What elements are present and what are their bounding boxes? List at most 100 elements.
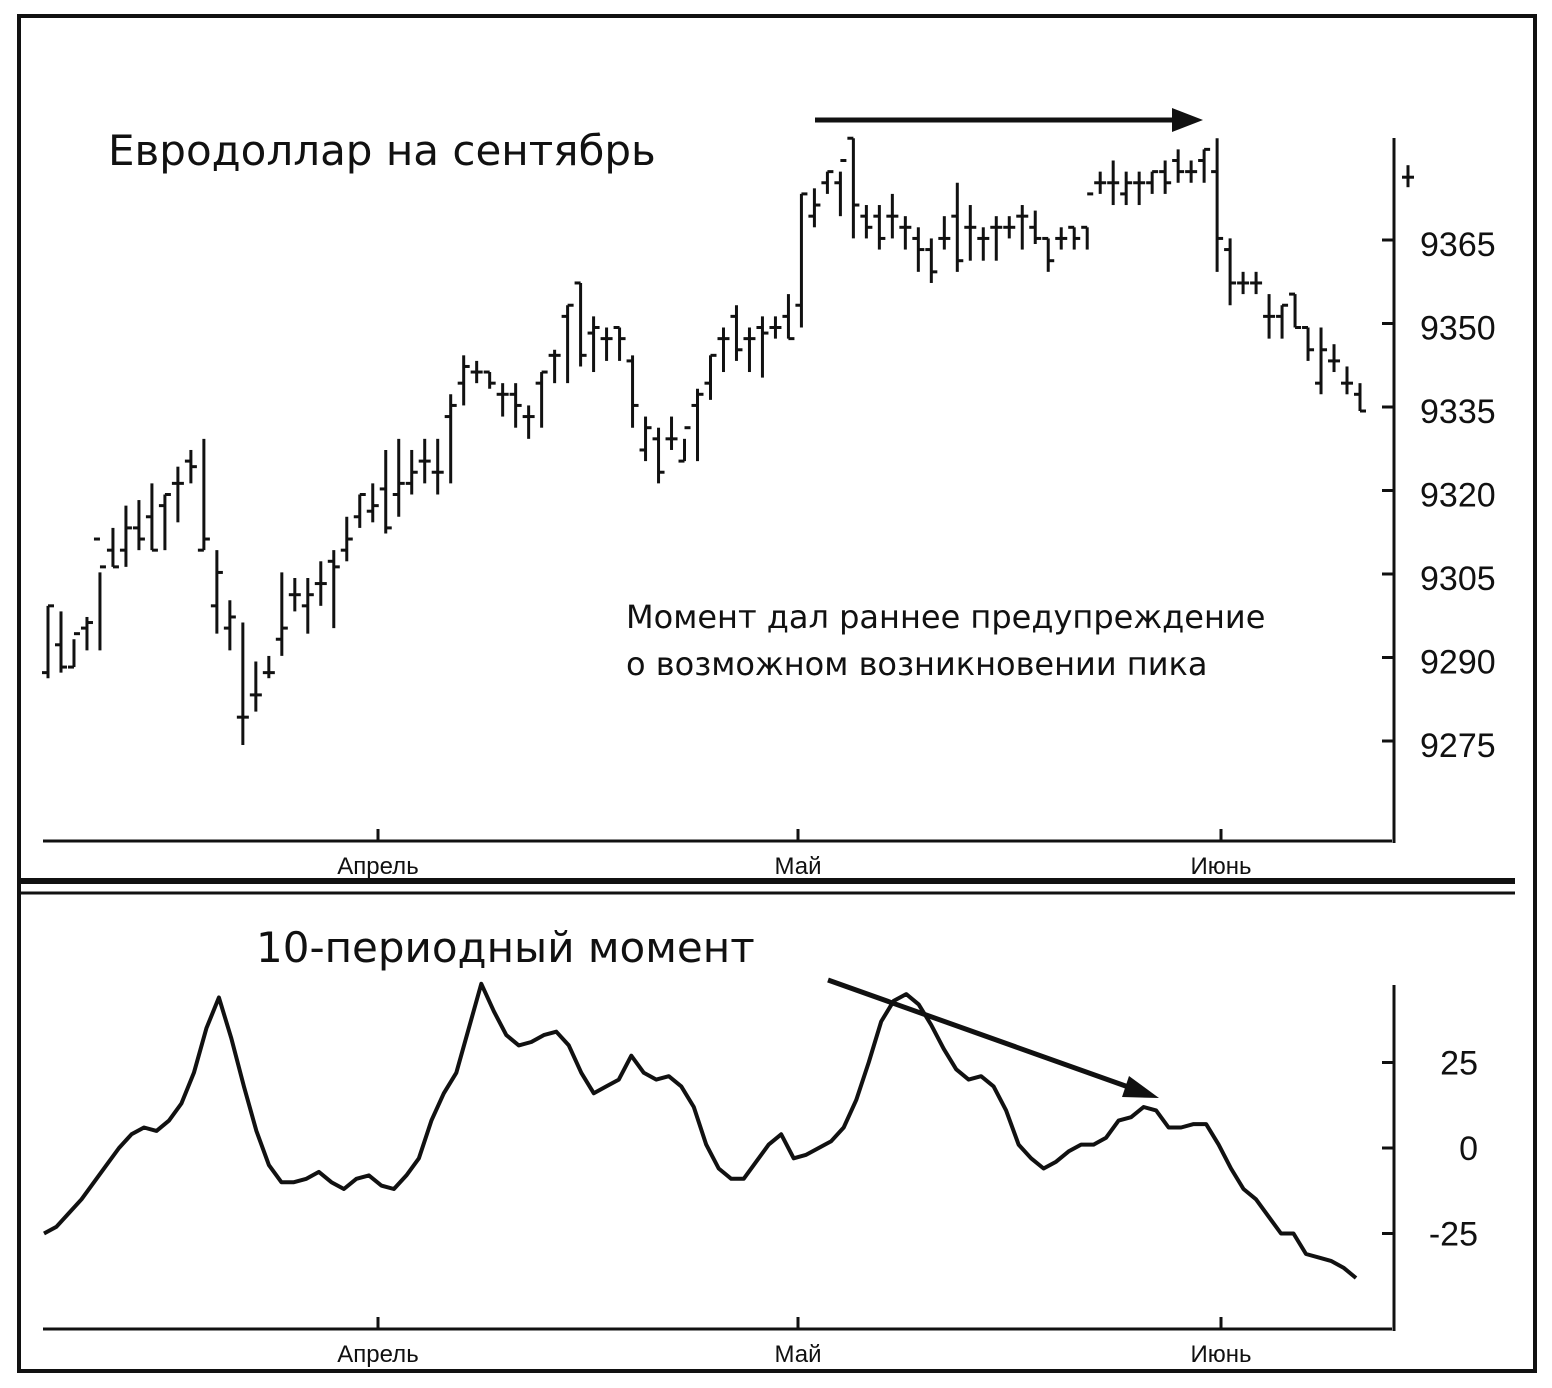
ohlc-bar (1354, 383, 1366, 413)
ohlc-bar (353, 493, 366, 528)
ohlc-bar (119, 505, 132, 567)
ohlc-bar (561, 303, 574, 384)
ohlc-bar (1289, 292, 1302, 329)
ohlc-bar (1042, 236, 1055, 272)
momentum-chart-title: 10-периодный момент (256, 923, 755, 972)
ohlc-bar (340, 516, 353, 562)
ohlc-bar (444, 394, 457, 484)
ohlc-bar (1133, 171, 1146, 206)
price-y-tick-label: 9350 (1420, 310, 1496, 348)
ohlc-bar (236, 622, 249, 745)
ohlc-bar (405, 449, 418, 495)
figure-frame (17, 14, 1537, 1373)
ohlc-bar (223, 600, 236, 651)
ohlc-bar (431, 438, 444, 495)
price-y-tick-label: 9320 (1420, 477, 1496, 515)
momentum-x-tick-label: Май (774, 1341, 821, 1368)
ohlc-bar (42, 604, 54, 679)
momentum-line (43, 981, 1358, 1280)
ohlc-bar (704, 353, 717, 400)
ohlc-bar (548, 349, 561, 384)
price-x-tick-label: Июнь (1190, 853, 1251, 880)
ohlc-bar (210, 550, 223, 634)
price-y-tick-label: 9365 (1420, 226, 1496, 264)
ohlc-bar (873, 205, 886, 250)
ohlc-bar (1328, 344, 1341, 373)
ohlc-bar (1302, 326, 1315, 361)
ohlc-bar (574, 281, 587, 367)
ohlc-bar (964, 205, 977, 261)
ohlc-bar (54, 611, 67, 673)
ohlc-bar (782, 294, 795, 341)
ohlc-bar (392, 438, 405, 517)
ohlc-bar (1185, 160, 1198, 183)
ohlc-bar (145, 483, 158, 552)
ohlc-bar (1224, 238, 1237, 306)
ohlc-bar (366, 483, 379, 523)
ohlc-bar (587, 316, 600, 373)
ohlc-bar (314, 561, 327, 606)
ohlc-bar (912, 227, 925, 272)
price-y-tick-label: 9305 (1420, 560, 1496, 598)
ohlc-bar (756, 316, 769, 378)
ohlc-bar (379, 449, 392, 534)
ohlc-bar (834, 159, 847, 217)
ohlc-bar (262, 655, 275, 679)
ohlc-bar (938, 216, 951, 250)
ohlc-bar (1159, 160, 1172, 194)
ohlc-bar (249, 661, 262, 712)
ohlc-bar (106, 527, 119, 569)
momentum-x-tick-label: Июнь (1190, 1341, 1251, 1368)
price-y-tick-label: 9275 (1420, 727, 1496, 765)
ohlc-bar (860, 205, 873, 239)
momentum-arrow (827, 977, 1159, 1098)
ohlc-bar (275, 572, 288, 656)
ohlc-bar (925, 238, 938, 283)
ohlc-bar (1172, 149, 1185, 183)
ohlc-bar (639, 416, 652, 462)
ohlc-bar (184, 449, 197, 484)
ohlc-bar (808, 188, 821, 228)
ohlc-bar (509, 383, 522, 428)
ohlc-bar (1120, 171, 1133, 206)
ohlc-bar (288, 578, 301, 612)
price-chart-title: Евродоллар на сентябрь (108, 126, 656, 175)
ohlc-bar (171, 466, 184, 523)
ohlc-bar (80, 616, 93, 651)
ohlc-bar (522, 405, 535, 439)
ohlc-bar (496, 383, 509, 417)
ohlc-bar (847, 136, 860, 239)
ohlc-bar (158, 493, 171, 551)
price-panel: Евродоллар на сентябрь Момент дал раннее… (42, 108, 1496, 880)
ohlc-bar (652, 427, 665, 484)
ohlc-bar (678, 426, 691, 463)
ohlc-bar (93, 537, 106, 651)
ohlc-bar (1003, 216, 1016, 239)
ohlc-bar (1237, 271, 1250, 295)
ohlc-bar (1016, 205, 1029, 250)
ohlc-bar (197, 438, 210, 552)
ohlc-bar (1198, 147, 1211, 183)
momentum-y-tick-label: -25 (1429, 1216, 1478, 1254)
ohlc-bar (1263, 294, 1276, 339)
price-y-tick-label: 9335 (1420, 393, 1496, 431)
ohlc-bar (1315, 327, 1328, 395)
ohlc-bar (665, 416, 678, 450)
ohlc-bar (418, 438, 431, 484)
ohlc-bar (67, 632, 80, 669)
ohlc-bar (951, 182, 964, 272)
ohlc-bar (301, 578, 314, 634)
ohlc-bar (1068, 225, 1081, 250)
ohlc-bar (821, 170, 834, 194)
ohlc-bar (1055, 227, 1068, 250)
momentum-y-tick-label: 25 (1440, 1045, 1478, 1083)
ohlc-bar (1094, 171, 1107, 194)
ohlc-bar (977, 227, 990, 261)
ohlc-bar (483, 370, 496, 389)
price-annotation-line1: Момент дал раннее предупреждение (626, 598, 1265, 636)
price-x-tick-label: Май (774, 853, 821, 880)
ohlc-bar (1211, 138, 1224, 272)
ohlc-bar (1081, 192, 1094, 250)
ohlc-bar (691, 388, 704, 462)
ohlc-bar (327, 550, 340, 629)
